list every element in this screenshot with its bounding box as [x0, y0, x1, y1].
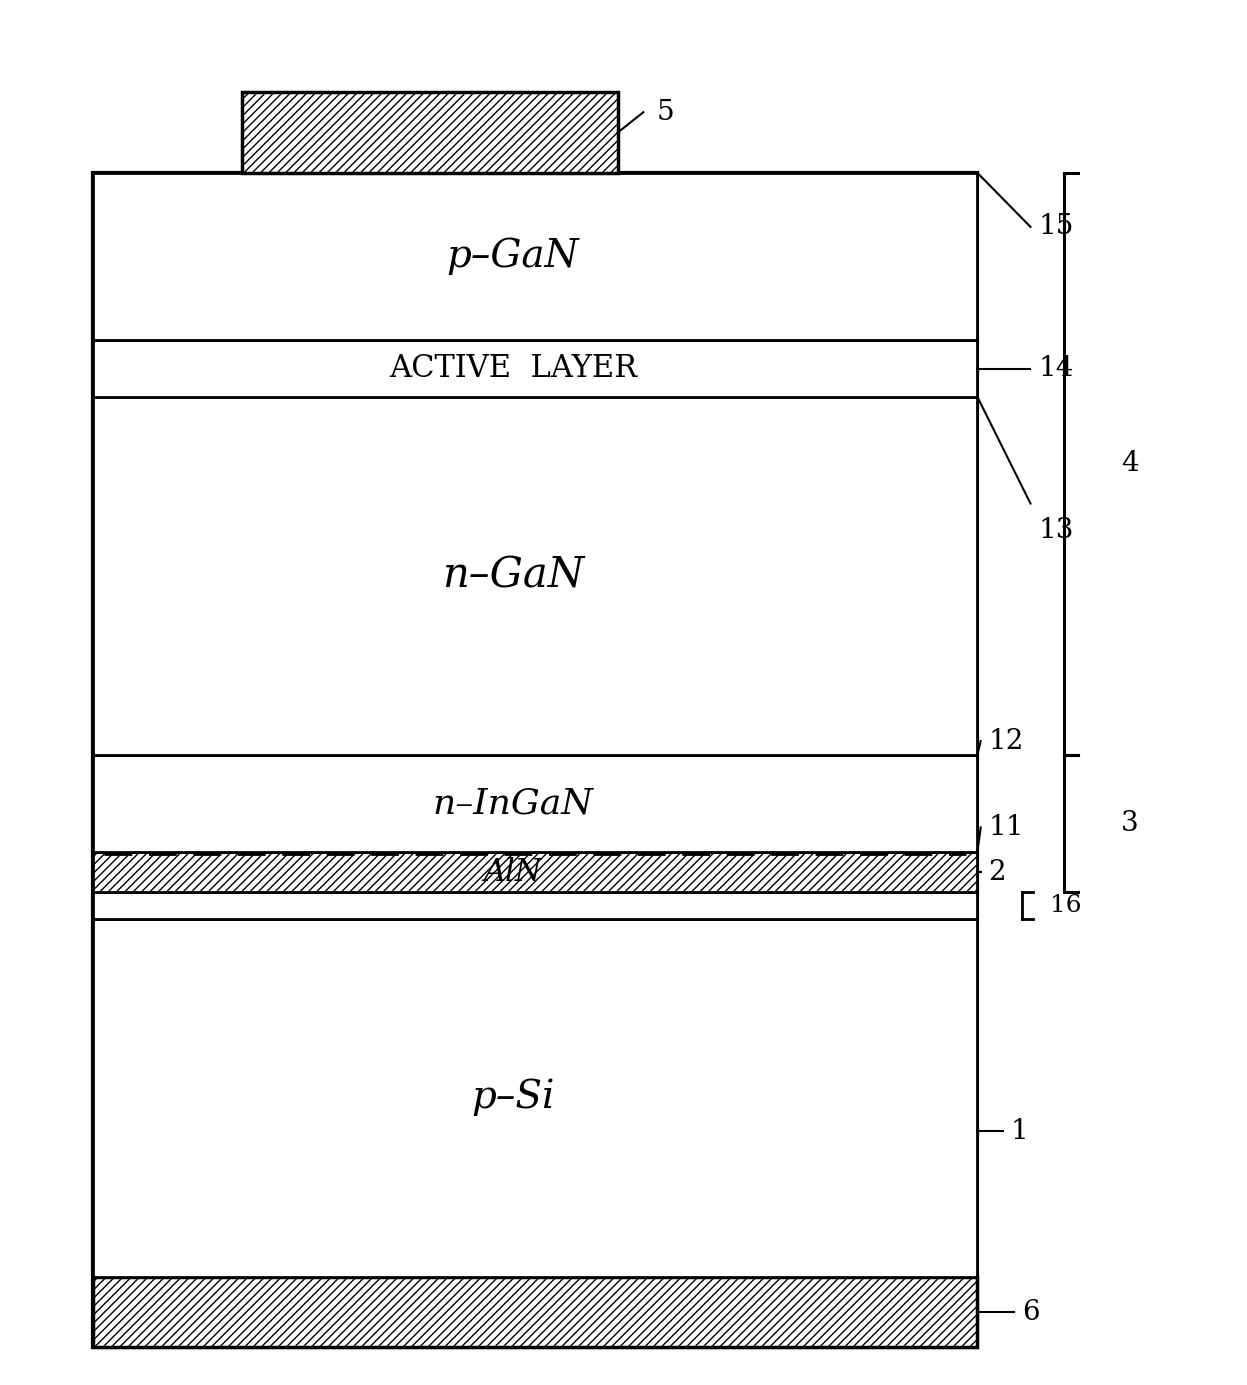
Text: 2: 2	[989, 859, 1006, 885]
Text: AlN: AlN	[484, 856, 542, 888]
Text: p–Si: p–Si	[471, 1079, 555, 1116]
Bar	[92, 755, 978, 852]
Text: n–InGaN: n–InGaN	[433, 787, 594, 820]
Text: 6: 6	[1021, 1299, 1039, 1325]
Text: ACTIVE  LAYER: ACTIVE LAYER	[389, 353, 637, 384]
Text: 15: 15	[1039, 213, 1074, 241]
Bar	[242, 91, 619, 173]
Text: 1: 1	[1010, 1118, 1029, 1144]
Text: 11: 11	[989, 814, 1024, 841]
Text: 5: 5	[657, 98, 675, 126]
Bar	[92, 852, 978, 892]
Text: 13: 13	[1039, 517, 1074, 544]
Text: 3: 3	[1121, 810, 1139, 837]
Text: 14: 14	[1039, 355, 1074, 382]
Text: p–GaN: p–GaN	[446, 238, 579, 276]
Bar	[92, 1277, 978, 1348]
Bar	[92, 173, 978, 341]
Bar	[92, 892, 978, 920]
Text: 12: 12	[989, 727, 1024, 755]
Bar	[92, 920, 978, 1277]
Text: 4: 4	[1121, 450, 1139, 476]
Bar	[92, 173, 978, 1348]
Text: n–GaN: n–GaN	[441, 554, 584, 596]
Text: 16: 16	[1050, 895, 1082, 917]
Bar	[92, 397, 978, 755]
Bar	[92, 341, 978, 397]
